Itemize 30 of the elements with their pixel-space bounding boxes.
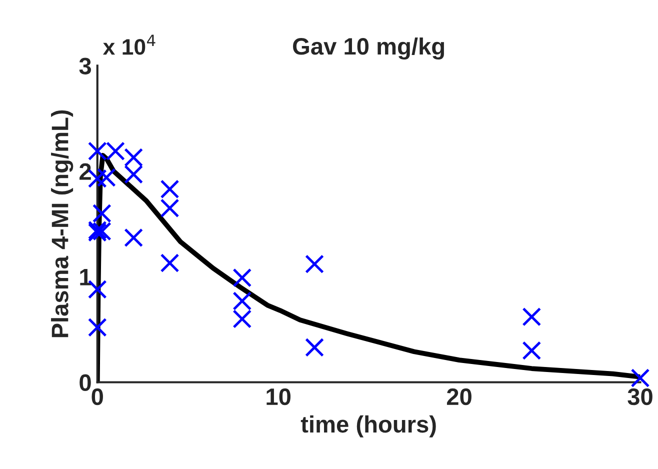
point (124, 148, 144, 167)
point (522, 341, 542, 360)
x-tick-label: 30 (628, 388, 652, 406)
point (522, 307, 542, 326)
point (160, 198, 180, 218)
point (92, 222, 112, 241)
y-tick-label: 2 (80, 163, 91, 180)
point (124, 164, 144, 184)
point (96, 168, 116, 187)
point (124, 228, 144, 248)
point (305, 254, 324, 274)
point (305, 338, 324, 357)
x-tick-label: 20 (446, 388, 472, 406)
point (232, 292, 252, 310)
y-axis-title: Plasma 4-MI (ng/mL) (51, 110, 74, 338)
y-tick-label: 0 (80, 374, 91, 392)
point (232, 309, 252, 328)
point (232, 268, 252, 288)
point (92, 204, 112, 223)
text: x 10$^{4}$ (102, 34, 156, 55)
point (160, 180, 180, 199)
y-tick-label: 3 (79, 58, 91, 74)
x-axis-title: time (hours) (300, 415, 436, 438)
point (630, 368, 650, 388)
y-tick-label: 1 (80, 269, 92, 286)
x-tick-label: 10 (266, 388, 290, 406)
point (160, 254, 180, 272)
point (88, 318, 107, 337)
chart-title: Gav 10 mg/kg (293, 37, 444, 60)
x-tick-label: 0 (92, 388, 103, 406)
